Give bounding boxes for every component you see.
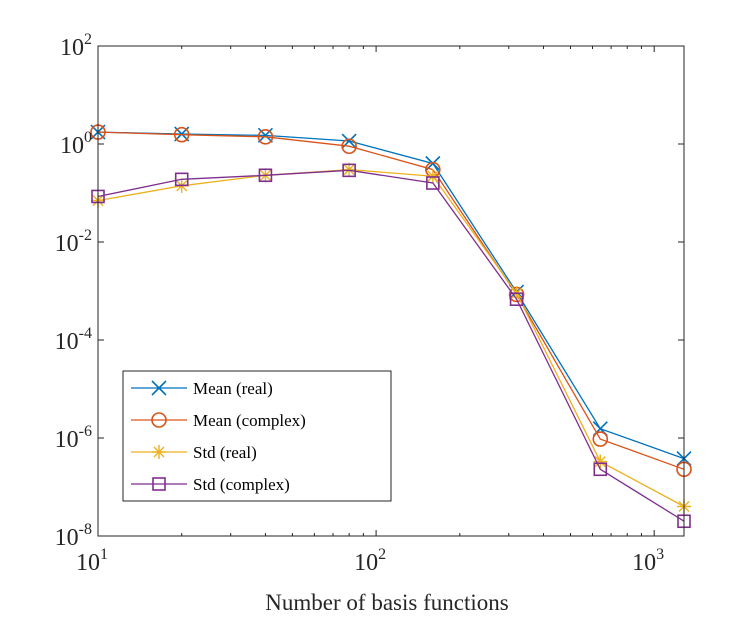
data-point-marker [593,462,608,477]
tick-layer: 101 102 103 10-8 10-6 10-4 10-2 100 102 [55,31,684,576]
data-point-marker [593,454,608,469]
data-point-marker [257,129,274,145]
data-point-marker [342,163,356,178]
series-4 [91,163,691,529]
legend-marker [152,477,166,491]
data-point-marker [426,176,440,190]
legend-item: Mean (real) [131,379,273,398]
x-tick-label: 101 [76,546,108,576]
data-point-marker [509,292,524,307]
legend-item: Std (complex) [131,475,290,494]
series-layer [90,124,692,529]
legend-item: Std (real) [131,443,257,462]
legend-marker [151,380,167,396]
data-point-marker [341,138,357,155]
legend-label: Mean (complex) [193,411,306,430]
x-axis-label: Number of basis functions [265,590,508,615]
data-point-marker [258,168,273,183]
x-tick-label: 102 [354,546,386,576]
legend-label: Mean (real) [193,379,273,398]
y-tick-label: 100 [60,129,92,159]
legend-label: Std (complex) [193,475,290,494]
data-point-marker [174,172,189,187]
series-line [97,169,685,522]
y-tick-label: 10-4 [55,325,92,355]
legend-item: Mean (complex) [131,411,306,430]
y-tick-label: 10-6 [55,423,92,453]
x-tick-label: 103 [632,546,664,576]
data-point-marker [173,126,190,143]
legend-marker [151,412,167,428]
y-tick-label: 102 [60,31,92,61]
y-tick-label: 10-8 [55,521,92,551]
series-line [97,131,685,460]
series-line [97,131,685,470]
data-point-marker [342,162,357,177]
y-tick-label: 10-2 [55,227,92,257]
legend-box [122,370,392,502]
legend: Mean (real) Mean (complex) Std (real) Std (… [122,370,392,502]
series-line [97,168,685,508]
legend-marker [152,445,166,459]
data-point-marker [592,431,609,447]
plot-box [97,45,685,537]
legend-label: Std (real) [193,443,257,462]
